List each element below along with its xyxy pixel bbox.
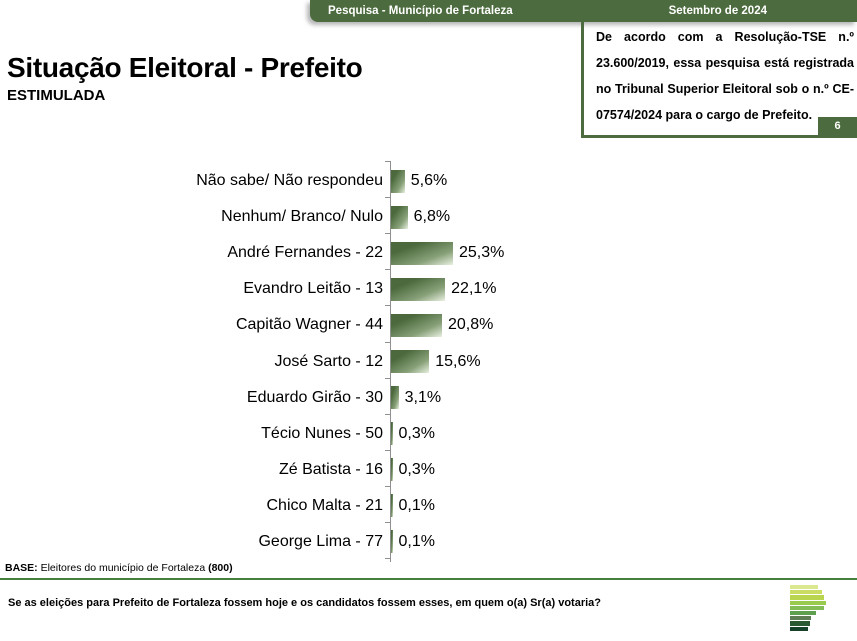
category-label: George Lima - 77 [258, 532, 383, 550]
logo-bar [790, 616, 811, 621]
header-bar: Pesquisa - Município de Fortaleza Setemb… [310, 0, 857, 22]
axis-tick [385, 269, 390, 271]
axis-tick [385, 558, 390, 560]
bar-area: 20,8% [391, 313, 494, 337]
axis-tick [385, 161, 390, 162]
chart-bar [391, 241, 453, 265]
value-label: 5,6% [410, 172, 448, 190]
value-label: 0,3% [398, 424, 435, 442]
category-label: André Fernandes - 22 [227, 244, 383, 262]
chart-bar [391, 205, 408, 229]
chart-row: Evandro Leitão - 13 22,1% [0, 271, 680, 307]
chart-bar [391, 313, 442, 337]
bar-area: 0,3% [391, 422, 435, 446]
legal-notice: De acordo com a Resolução-TSE n.º 23.600… [596, 30, 854, 122]
header-date: Setembro de 2024 [668, 5, 767, 17]
chart-bar [391, 494, 393, 518]
value-label: 15,6% [435, 352, 481, 370]
chart-row: Não sabe/ Não respondeu 5,6% [0, 163, 680, 199]
value-label: 22,1% [451, 280, 497, 298]
category-label: José Sarto - 12 [274, 352, 384, 370]
category-label: Não sabe/ Não respondeu [196, 172, 383, 190]
legal-box-left-border [581, 20, 584, 137]
bar-area: 0,1% [391, 530, 435, 554]
base-text: Eleitores do município de Fortaleza [37, 562, 209, 574]
title-block: Situação Eleitoral - Prefeito ESTIMULADA [7, 52, 363, 104]
survey-question: Se as eleições para Prefeito de Fortalez… [8, 597, 602, 609]
value-label: 20,8% [447, 316, 494, 334]
chart-bar [391, 169, 405, 193]
value-label: 0,1% [398, 496, 435, 514]
category-label: Técio Nunes - 50 [261, 424, 383, 442]
value-label: 3,1% [404, 388, 442, 406]
chart-bar [391, 386, 399, 410]
bar-area: 0,1% [391, 494, 435, 518]
axis-tick [385, 522, 390, 523]
logo-bar [790, 610, 816, 616]
chart-bar [391, 530, 393, 554]
bar-area: 3,1% [391, 386, 442, 410]
chart-bar [391, 458, 393, 482]
logo-bar [790, 590, 822, 595]
chart-row: Nenhum/ Branco/ Nulo 6,8% [0, 199, 680, 235]
logo-bar [790, 600, 826, 605]
page-title: Situação Eleitoral - Prefeito [7, 52, 363, 83]
chart-row: Zé Batista - 16 0,3% [0, 452, 680, 488]
category-label: Evandro Leitão - 13 [243, 280, 383, 298]
bar-area: 6,8% [391, 205, 451, 229]
chart-row: Chico Malta - 21 0,1% [0, 488, 680, 524]
value-label: 6,8% [413, 208, 451, 226]
legal-box-bottom-border [581, 135, 857, 138]
value-label: 0,1% [398, 532, 435, 550]
logo-bar [790, 626, 808, 631]
bar-area: 15,6% [391, 350, 481, 374]
chart-bar [391, 350, 430, 374]
chart-row: George Lima - 77 0,1% [0, 524, 680, 560]
header-title: Pesquisa - Município de Fortaleza [328, 5, 513, 17]
bar-area: 0,3% [391, 458, 435, 482]
axis-tick [385, 485, 390, 487]
page-subtitle: ESTIMULADA [7, 87, 106, 104]
axis-tick [385, 449, 390, 451]
category-label: Zé Batista - 16 [278, 460, 383, 478]
category-label: Eduardo Girão - 30 [246, 388, 383, 406]
axis-tick [385, 305, 390, 307]
logo-bar [790, 605, 824, 610]
base-label: BASE: [5, 562, 38, 574]
chart-bar [391, 422, 393, 446]
logo-bar [790, 621, 810, 626]
base-note: BASE: Eleitores do município de Fortalez… [5, 562, 233, 574]
axis-tick [385, 197, 390, 199]
axis-tick [385, 341, 390, 343]
category-label: Nenhum/ Branco/ Nulo [221, 208, 383, 226]
chart-row: Capitão Wagner - 44 20,8% [0, 307, 680, 343]
bar-area: 5,6% [391, 169, 448, 193]
value-label: 25,3% [458, 244, 505, 262]
bar-area: 25,3% [391, 241, 505, 265]
chart-row: André Fernandes - 22 25,3% [0, 235, 680, 271]
category-label: Capitão Wagner - 44 [235, 316, 383, 334]
company-logo [790, 585, 826, 632]
value-label: 0,3% [398, 460, 435, 478]
chart-row: José Sarto - 12 15,6% [0, 343, 680, 379]
footer-divider [0, 578, 857, 580]
axis-tick [385, 233, 390, 235]
category-label: Chico Malta - 21 [266, 496, 384, 514]
logo-bar [790, 595, 824, 600]
page-number-badge: 6 [818, 117, 857, 136]
axis-tick [385, 377, 390, 379]
bar-chart: Não sabe/ Não respondeu 5,6% Nenhum/ Branc… [0, 161, 680, 562]
chart-bar [391, 277, 446, 301]
chart-axis [390, 161, 391, 562]
chart-row: Eduardo Girão - 30 3,1% [0, 380, 680, 416]
chart-row: Técio Nunes - 50 0,3% [0, 416, 680, 452]
base-value: (800) [208, 562, 233, 574]
bar-area: 22,1% [391, 277, 497, 301]
axis-tick [385, 413, 390, 415]
logo-bar [790, 585, 818, 590]
